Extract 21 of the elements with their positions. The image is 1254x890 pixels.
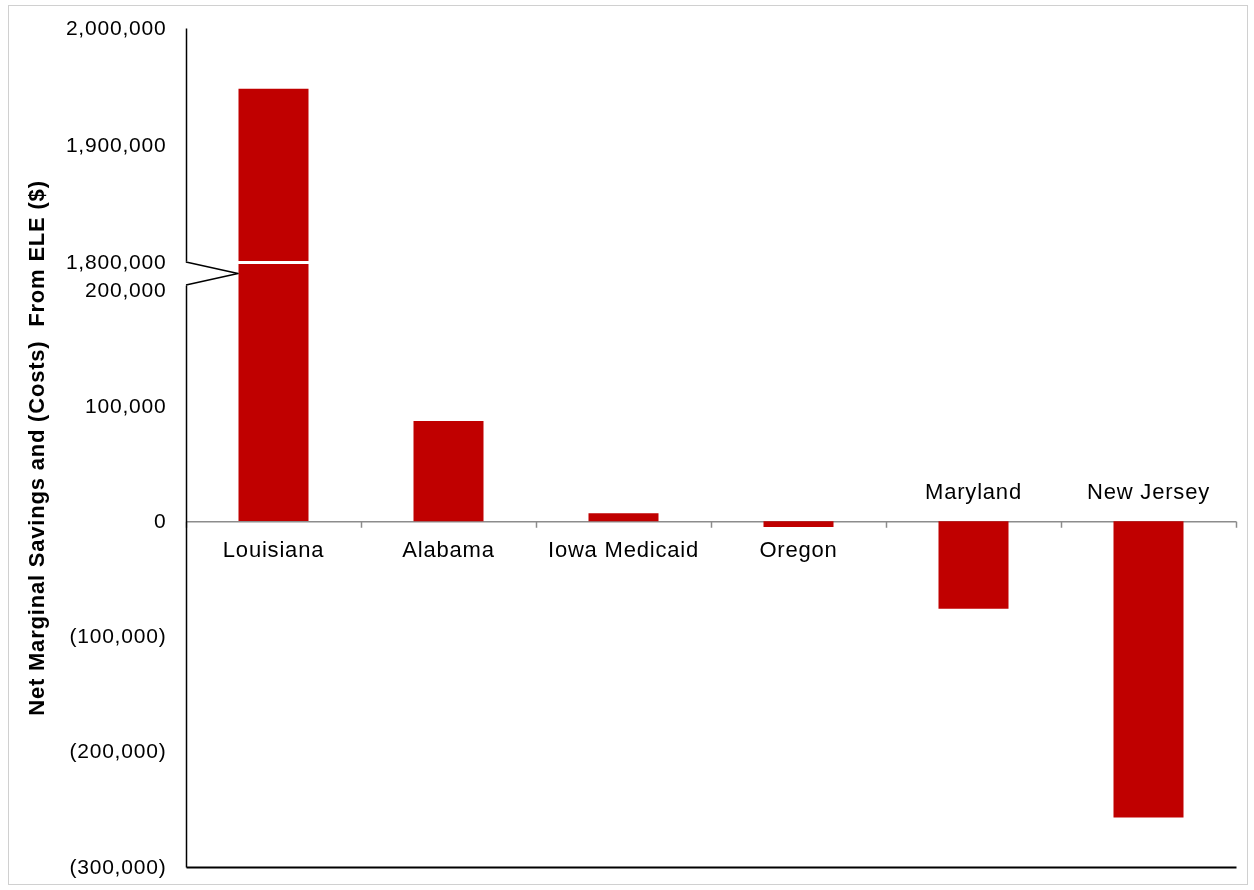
bar [413, 420, 484, 522]
y-tick-label: (100,000) [69, 624, 167, 647]
y-tick-label: 1,800,000 [65, 249, 167, 273]
y-tick-label: (200,000) [69, 739, 167, 763]
x-tick-label: Louisiana [222, 537, 325, 563]
x-tick-label: Oregon [759, 537, 838, 563]
y-tick-label: 200,000 [84, 278, 167, 302]
y-tick-label: 100,000 [84, 393, 167, 417]
bar [588, 513, 659, 522]
y-tick-label: (300,000) [69, 854, 167, 878]
x-tick-label: Maryland [925, 479, 1022, 505]
y-tick-label: 1,900,000 [65, 132, 167, 156]
y-tick-label: 2,000,000 [65, 15, 167, 39]
x-tick-label: Iowa Medicaid [547, 537, 700, 563]
y-axis-title: Net Marginal Savings and (Costs) From ELE ($) [23, 180, 49, 716]
y-tick-label: 0 [154, 508, 167, 532]
x-tick-label: New Jersey [1087, 479, 1210, 505]
bar [938, 521, 1009, 609]
bar [1113, 521, 1184, 818]
bar [763, 521, 834, 528]
x-tick-label: Alabama [402, 537, 495, 563]
